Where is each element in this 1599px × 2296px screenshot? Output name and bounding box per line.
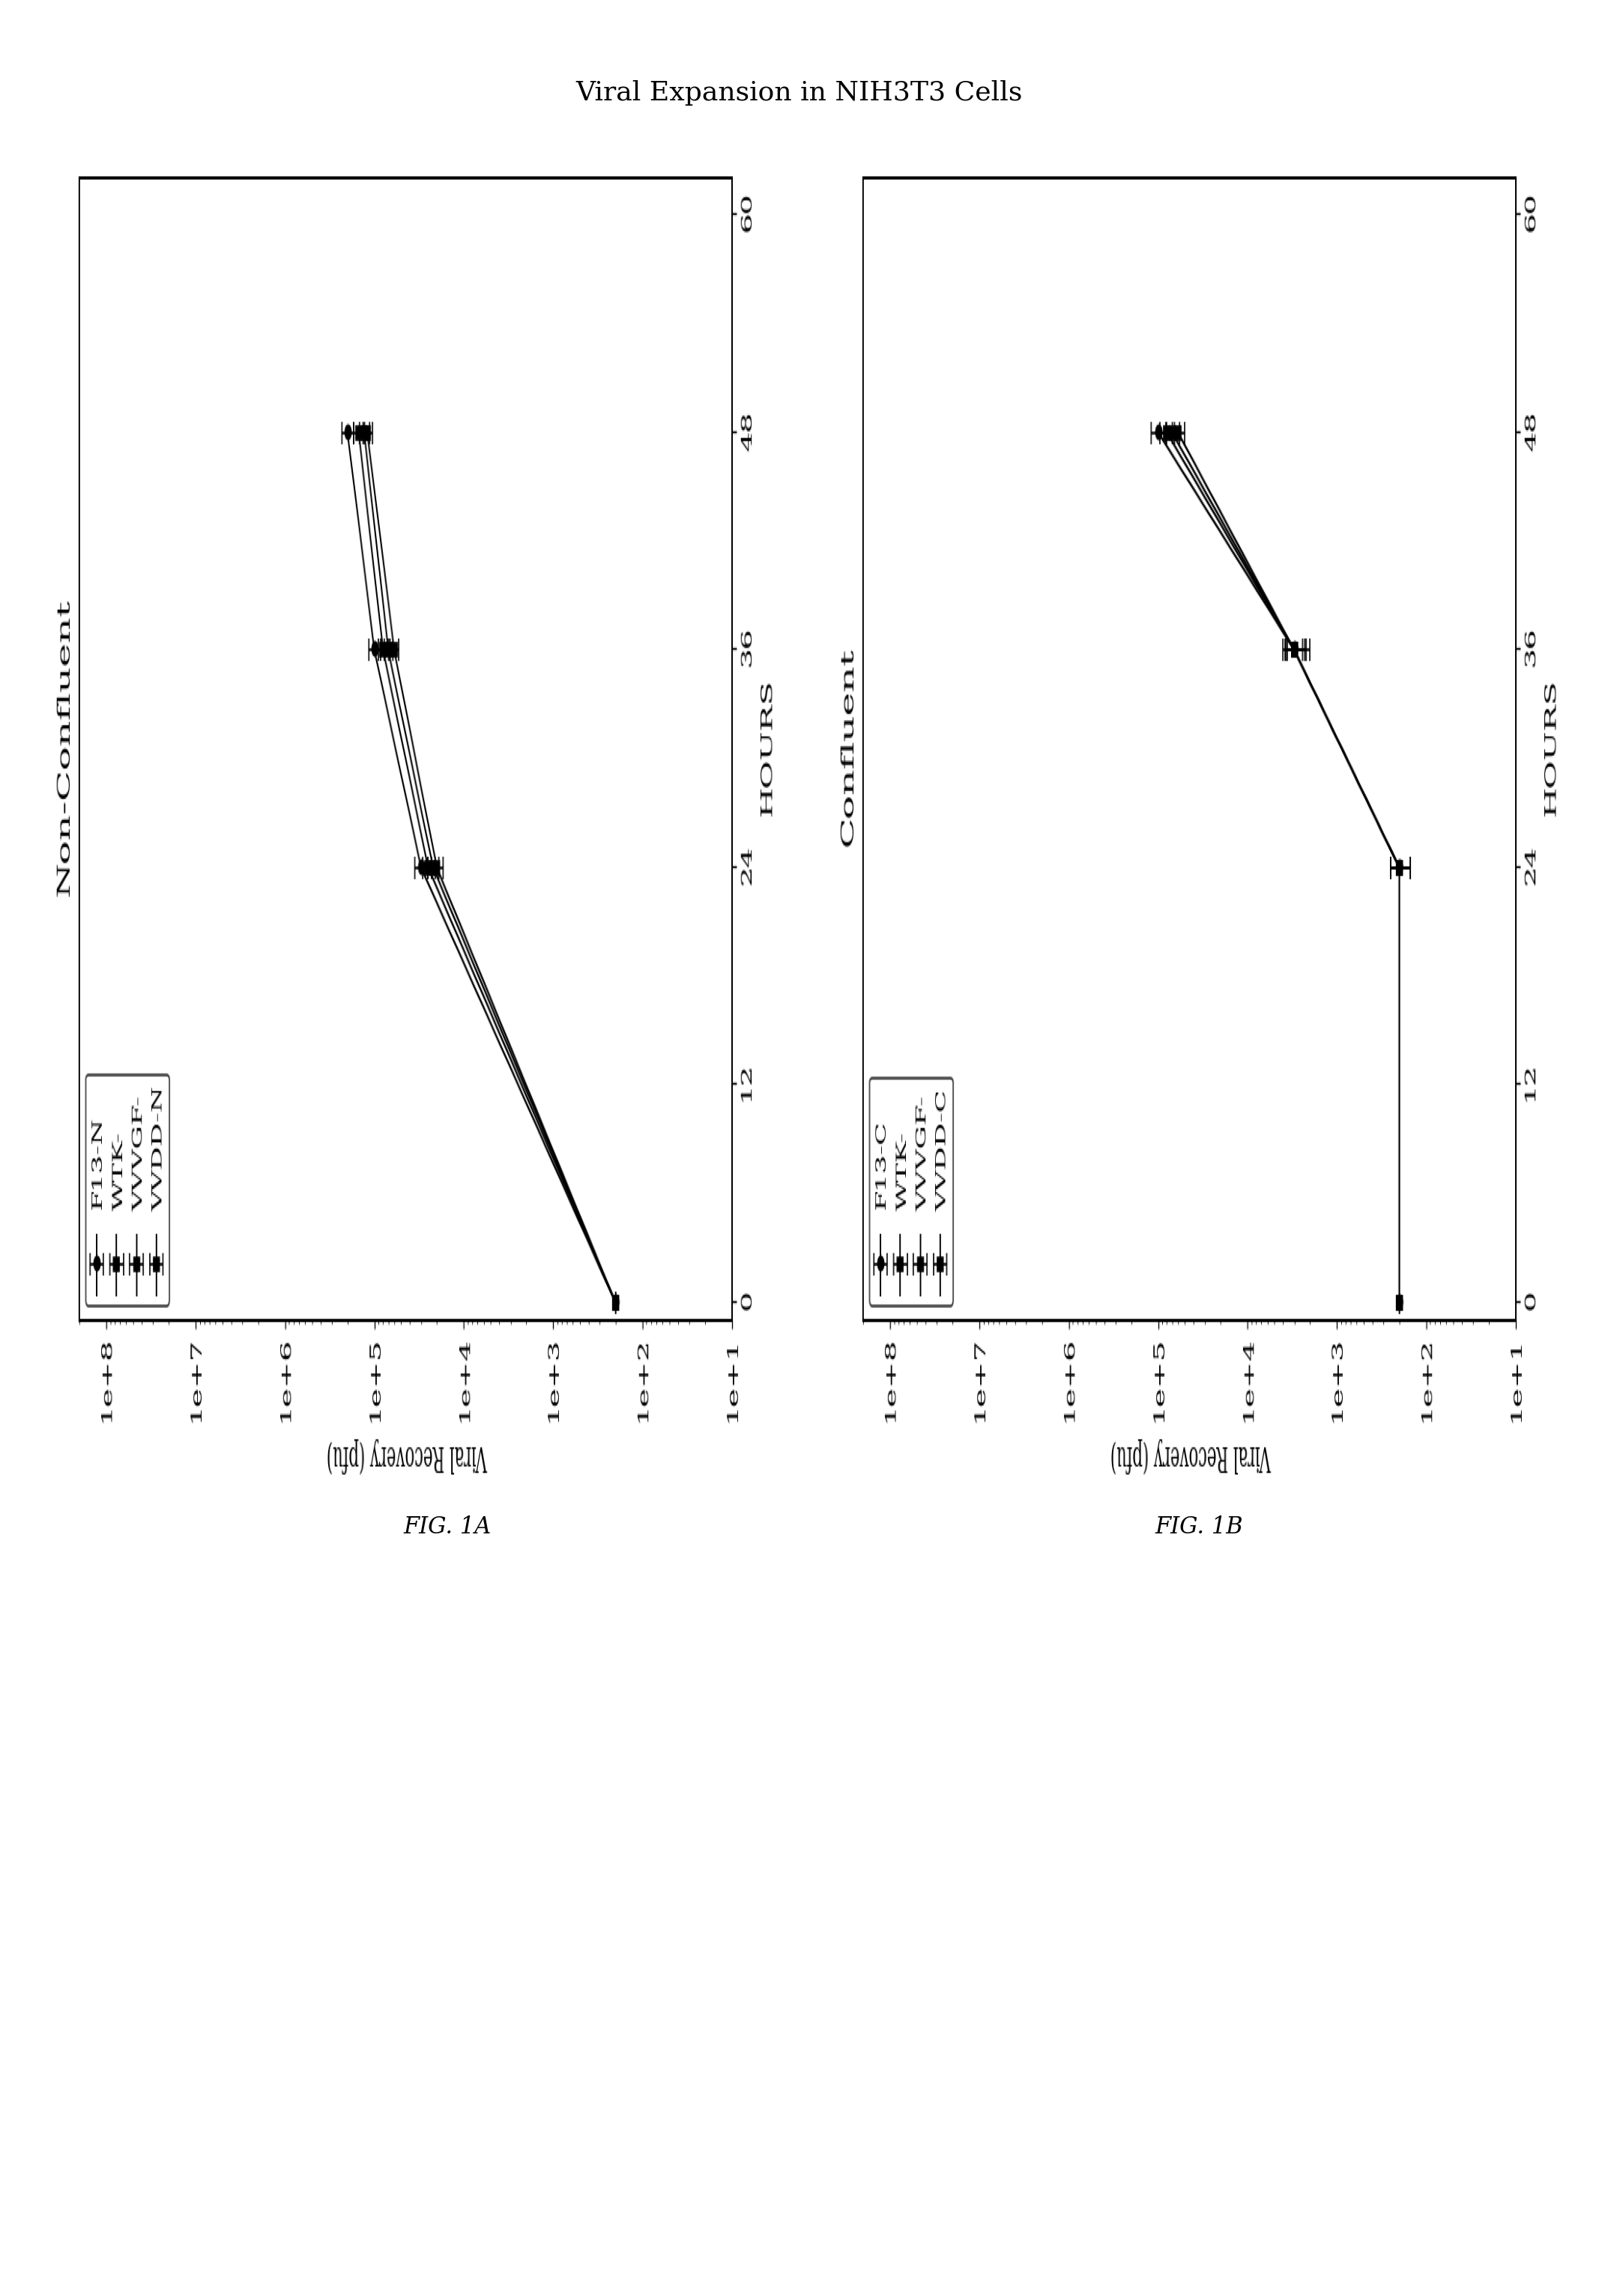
Text: Viral Expansion in NIH3T3 Cells: Viral Expansion in NIH3T3 Cells: [576, 80, 1023, 106]
Text: FIG. 1A: FIG. 1A: [405, 1515, 491, 1538]
Text: FIG. 1B: FIG. 1B: [1154, 1515, 1244, 1538]
